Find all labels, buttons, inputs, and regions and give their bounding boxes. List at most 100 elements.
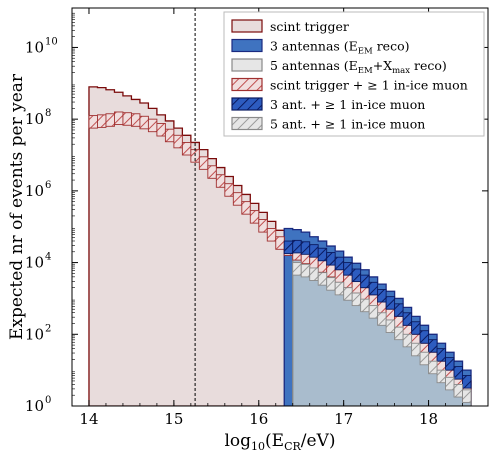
bar xyxy=(385,296,396,310)
bar xyxy=(317,247,328,262)
bar xyxy=(428,339,438,353)
plot-frame xyxy=(71,7,489,407)
bar xyxy=(292,239,302,254)
x-tick-label: 18 xyxy=(419,410,438,428)
bar xyxy=(343,287,353,301)
bar xyxy=(139,115,149,130)
bar xyxy=(411,321,421,335)
y-tick-label: 10 xyxy=(25,254,44,272)
x-tick-label: 14 xyxy=(79,410,98,428)
bar xyxy=(351,292,362,307)
y-tick-exponent: 2 xyxy=(45,323,51,334)
bar xyxy=(232,192,243,206)
bar xyxy=(317,272,328,286)
bar xyxy=(334,256,345,271)
bar xyxy=(249,210,260,224)
y-tick-exponent: 10 xyxy=(45,36,58,47)
x-tick-label: 16 xyxy=(249,410,268,428)
bar xyxy=(147,118,158,133)
bar xyxy=(351,280,362,294)
bar xyxy=(317,259,328,273)
bar xyxy=(130,113,141,127)
bar xyxy=(88,115,98,129)
bar xyxy=(309,244,319,258)
bar xyxy=(351,268,362,283)
bar xyxy=(436,348,446,362)
y-tick-label: 10 xyxy=(25,110,44,128)
bar xyxy=(428,360,438,375)
bar xyxy=(173,134,183,149)
bar xyxy=(445,376,455,391)
legend-entry: 5 antennas (EEM+Xmax reco) xyxy=(270,58,447,76)
bar xyxy=(326,277,336,291)
bar xyxy=(326,252,336,266)
bar xyxy=(292,262,302,276)
bar xyxy=(113,111,124,125)
bar xyxy=(368,281,379,296)
bar xyxy=(97,114,107,128)
legend-entry: 3 antennas (EEM reco) xyxy=(270,39,409,57)
bar xyxy=(377,312,387,326)
legend-entry: 5 ant. + ≥ 1 in-ice muon xyxy=(270,117,425,132)
legend-entry: scint trigger xyxy=(270,19,349,34)
legend-swatch xyxy=(231,58,263,72)
series-5 xyxy=(292,262,472,403)
bar xyxy=(224,183,234,197)
bar xyxy=(122,112,132,126)
bar xyxy=(394,326,404,341)
legend-swatch xyxy=(231,97,263,111)
bar xyxy=(275,236,285,250)
bar xyxy=(360,287,370,301)
bar xyxy=(334,269,345,283)
y-tick-label: 10 xyxy=(25,182,44,200)
bar xyxy=(266,228,277,242)
bar xyxy=(207,165,217,179)
bar xyxy=(462,375,472,389)
bar xyxy=(453,366,463,380)
x-tick-label: 15 xyxy=(164,410,183,428)
bar xyxy=(156,123,166,137)
bar xyxy=(241,201,251,215)
y-tick-label: 10 xyxy=(25,325,44,343)
legend-entry: 3 ant. + ≥ 1 in-ice muon xyxy=(270,97,425,112)
bar xyxy=(300,263,311,278)
bar xyxy=(164,128,175,143)
y-tick-exponent: 0 xyxy=(45,395,51,406)
bar xyxy=(343,274,353,289)
legend-swatch xyxy=(231,116,263,131)
bar xyxy=(300,241,311,255)
bar xyxy=(215,174,226,188)
bar xyxy=(283,240,294,255)
legend-swatch xyxy=(231,77,263,92)
legend: scint trigger 3 antennas (EEM reco)5 ante… xyxy=(223,11,485,137)
bar xyxy=(385,319,396,333)
bar xyxy=(411,342,421,357)
y-tick-label: 10 xyxy=(25,38,44,56)
x-tick-label: 17 xyxy=(334,410,353,428)
y-axis-label: Expected nr of events per year xyxy=(7,73,27,340)
bar xyxy=(181,142,192,156)
bar xyxy=(453,384,463,398)
legend-swatch xyxy=(231,38,263,53)
series-4 xyxy=(283,239,472,389)
y-tick-label: 10 xyxy=(25,397,44,415)
bar xyxy=(343,262,353,276)
bar xyxy=(326,263,336,278)
y-tick-exponent: 6 xyxy=(45,180,51,191)
y-tick-exponent: 4 xyxy=(45,252,51,263)
bar xyxy=(360,274,370,289)
x-axis-label: log10(ECR/eV) xyxy=(224,431,335,453)
legend-frame xyxy=(223,11,485,137)
bar xyxy=(402,312,413,326)
series-layer xyxy=(88,86,472,406)
y-tick-exponent: 8 xyxy=(45,108,51,119)
bar xyxy=(377,289,387,303)
bar xyxy=(198,156,209,170)
bar xyxy=(436,369,446,384)
bar xyxy=(419,330,430,344)
bar xyxy=(360,298,370,313)
bar xyxy=(445,357,455,371)
legend-swatch xyxy=(231,19,263,33)
